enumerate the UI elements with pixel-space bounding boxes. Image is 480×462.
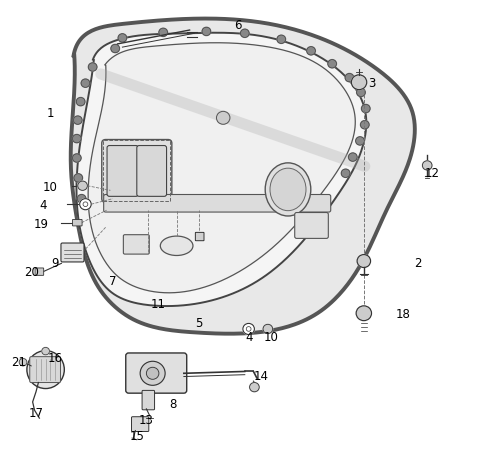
Text: 4: 4 <box>246 331 253 344</box>
FancyBboxPatch shape <box>72 219 82 226</box>
FancyBboxPatch shape <box>61 243 84 262</box>
Text: 17: 17 <box>28 407 44 420</box>
FancyBboxPatch shape <box>102 140 172 202</box>
Circle shape <box>83 202 88 207</box>
Text: 9: 9 <box>51 257 59 270</box>
Text: 15: 15 <box>130 430 144 443</box>
Circle shape <box>159 28 168 36</box>
Circle shape <box>348 153 357 161</box>
Circle shape <box>72 154 81 162</box>
FancyBboxPatch shape <box>142 390 155 410</box>
Text: 14: 14 <box>254 370 269 383</box>
Text: 10: 10 <box>264 331 278 344</box>
Polygon shape <box>76 33 366 306</box>
Circle shape <box>42 347 49 355</box>
Circle shape <box>88 63 97 71</box>
Circle shape <box>357 255 371 267</box>
Text: 10: 10 <box>43 181 58 194</box>
Text: 7: 7 <box>109 275 117 288</box>
FancyBboxPatch shape <box>295 213 328 238</box>
Circle shape <box>357 88 365 97</box>
Circle shape <box>360 121 369 129</box>
Circle shape <box>140 361 165 385</box>
Circle shape <box>341 169 350 177</box>
Circle shape <box>263 324 273 334</box>
Ellipse shape <box>270 168 306 211</box>
Circle shape <box>216 111 230 124</box>
Text: 8: 8 <box>169 398 177 411</box>
FancyBboxPatch shape <box>107 146 138 196</box>
Ellipse shape <box>27 351 64 389</box>
Text: 18: 18 <box>396 308 410 321</box>
Ellipse shape <box>265 163 311 216</box>
Circle shape <box>118 34 127 42</box>
Circle shape <box>81 79 90 87</box>
Text: 4: 4 <box>39 199 47 212</box>
Circle shape <box>73 116 82 124</box>
Circle shape <box>202 27 211 36</box>
Circle shape <box>277 35 286 43</box>
Circle shape <box>80 199 91 210</box>
Circle shape <box>240 29 249 37</box>
FancyBboxPatch shape <box>30 357 60 383</box>
Circle shape <box>351 75 367 90</box>
Circle shape <box>356 306 372 321</box>
Text: 12: 12 <box>424 167 440 180</box>
Circle shape <box>72 134 81 143</box>
FancyBboxPatch shape <box>137 146 167 196</box>
Circle shape <box>246 327 251 331</box>
Circle shape <box>328 60 336 68</box>
Circle shape <box>146 367 159 379</box>
Text: 21: 21 <box>11 356 26 369</box>
FancyBboxPatch shape <box>104 195 331 212</box>
Text: 3: 3 <box>368 77 376 90</box>
Text: 11: 11 <box>151 298 166 311</box>
Circle shape <box>76 97 85 106</box>
Circle shape <box>307 47 315 55</box>
Circle shape <box>19 359 27 366</box>
Text: 13: 13 <box>139 414 154 427</box>
Bar <box>103 140 170 201</box>
FancyBboxPatch shape <box>126 353 187 393</box>
Circle shape <box>422 161 432 170</box>
Text: 16: 16 <box>48 352 63 365</box>
Ellipse shape <box>160 236 193 255</box>
FancyBboxPatch shape <box>123 235 149 254</box>
FancyBboxPatch shape <box>35 268 44 275</box>
Circle shape <box>77 195 86 203</box>
FancyBboxPatch shape <box>132 417 149 432</box>
FancyBboxPatch shape <box>195 232 204 241</box>
Circle shape <box>250 383 259 392</box>
Circle shape <box>356 137 364 145</box>
Circle shape <box>361 104 370 113</box>
Circle shape <box>78 181 87 190</box>
Circle shape <box>345 73 354 82</box>
Text: 19: 19 <box>33 218 48 231</box>
Text: 1: 1 <box>47 107 54 120</box>
Circle shape <box>243 323 254 334</box>
Text: 20: 20 <box>24 266 38 279</box>
Circle shape <box>74 174 83 182</box>
Text: 5: 5 <box>195 317 203 330</box>
Circle shape <box>111 44 120 53</box>
Polygon shape <box>88 43 355 293</box>
Text: 6: 6 <box>234 19 241 32</box>
Text: 2: 2 <box>414 257 421 270</box>
Polygon shape <box>71 18 415 334</box>
